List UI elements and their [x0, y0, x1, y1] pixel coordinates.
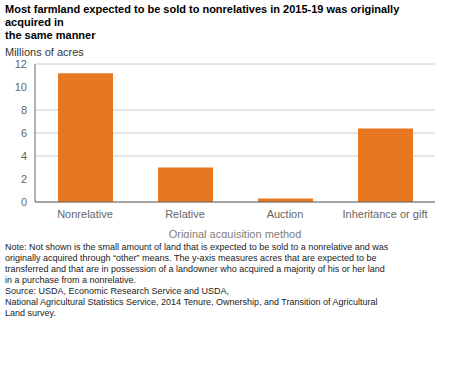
html-text:Most farmland expected to be s: Most farmland expected to be sold to non… — [5, 3, 400, 28]
svg-text:Inheritance or gift: Inheritance or gift — [343, 208, 428, 220]
svg-text:4: 4 — [21, 150, 27, 162]
svg-text:0: 0 — [21, 196, 27, 208]
html-text:the same manner: the same manner — [5, 29, 96, 41]
svg-text:Auction: Auction — [267, 208, 304, 220]
svg-text:12: 12 — [15, 58, 27, 70]
html-text:transferred and that are in po: transferred and that are in possession o… — [5, 264, 385, 274]
svg-text:Relative: Relative — [165, 208, 205, 220]
svg-text:10: 10 — [15, 81, 27, 93]
svg-text:Original acquisition method: Original acquisition method — [169, 228, 302, 238]
html-text:Note: Not shown is the small a: Note: Not shown is the small amount of l… — [5, 242, 389, 252]
html-text:National Agricultural Statisti: National Agricultural Statistics Service… — [5, 297, 378, 307]
html-text:Land survey.: Land survey. — [5, 308, 56, 318]
svg-text:6: 6 — [21, 127, 27, 139]
svg-text:2: 2 — [21, 173, 27, 185]
html-text:in a purchase from a nonrelati: in a purchase from a nonrelative. — [5, 275, 137, 285]
svg-text:8: 8 — [21, 104, 27, 116]
html-text:Source: USDA, Economic Researc: Source: USDA, Economic Research Service … — [5, 286, 230, 296]
svg-text:Nonrelative: Nonrelative — [57, 208, 113, 220]
html-text:originally acquired through “o: originally acquired through “other” mean… — [5, 253, 377, 263]
html-text:Millions of acres: Millions of acres — [5, 46, 84, 58]
